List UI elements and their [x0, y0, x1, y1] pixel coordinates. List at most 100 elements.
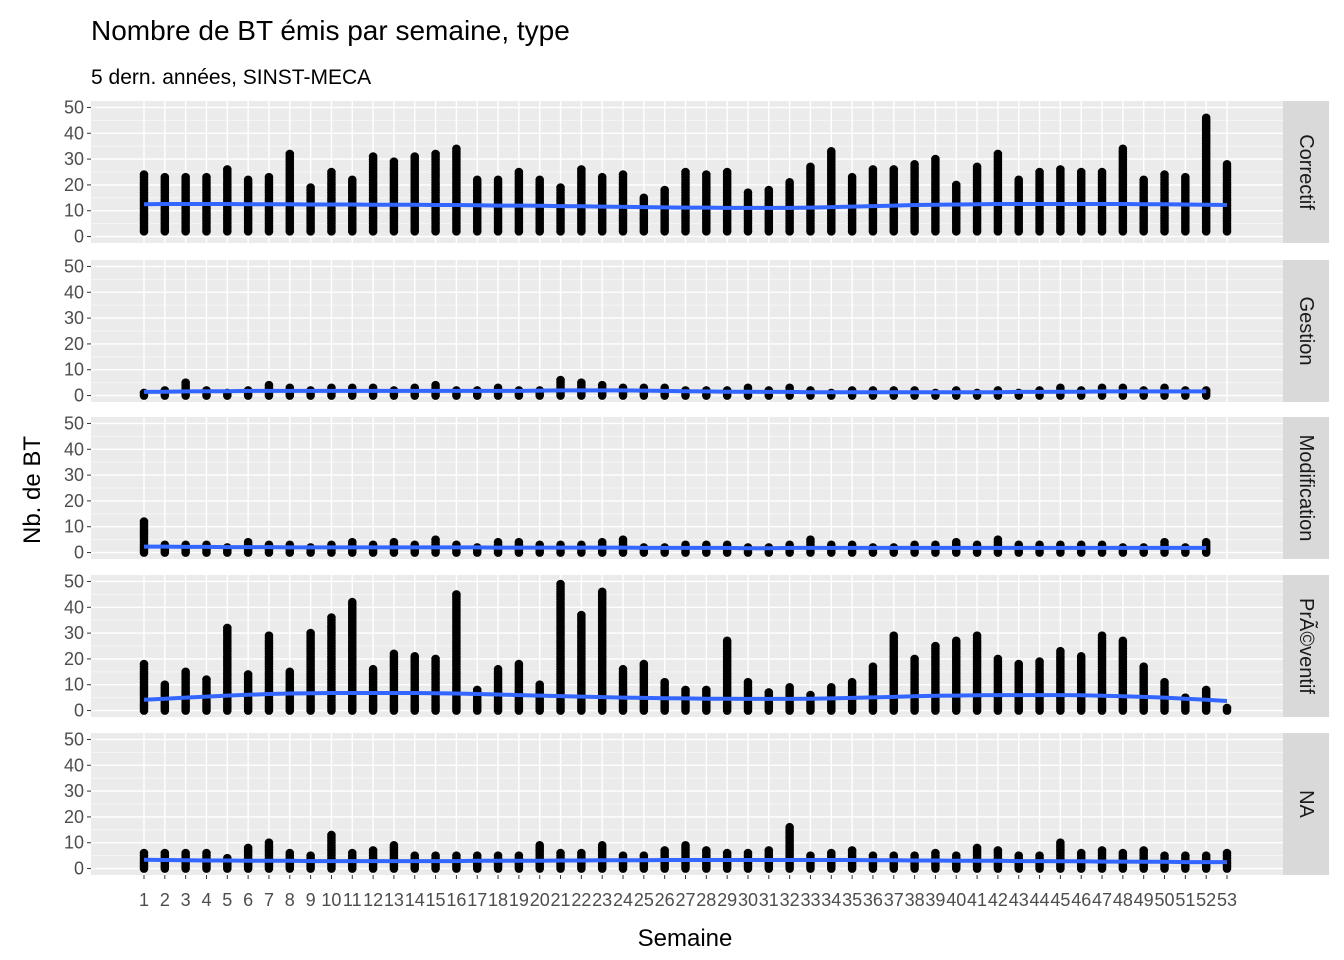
- y-tick-label: 20: [64, 491, 84, 511]
- y-tick-label: 30: [64, 623, 84, 643]
- data-point: [951, 636, 961, 646]
- data-point: [681, 841, 690, 850]
- x-tick-label: 5: [222, 890, 232, 910]
- x-tick-label: 8: [285, 890, 295, 910]
- data-point: [160, 680, 170, 690]
- data-point: [1201, 537, 1211, 547]
- y-tick-label: 30: [64, 465, 84, 485]
- data-point: [347, 848, 357, 858]
- x-tick-label: 28: [696, 890, 716, 910]
- data-point: [1014, 175, 1024, 185]
- data-point: [1181, 172, 1190, 182]
- data-point: [264, 631, 274, 640]
- x-tick-label: 40: [946, 890, 966, 910]
- facet-panels: 0 10 20 30 40 50 Correctif 0 10 20 30 40 50 Gestion 0 1…: [64, 97, 1329, 879]
- data-point: [556, 183, 565, 192]
- x-tick-label: 16: [446, 890, 466, 910]
- data-point: [431, 851, 440, 860]
- x-axis-title: Semaine: [638, 925, 733, 952]
- x-tick-label: 29: [717, 890, 737, 910]
- data-point: [702, 685, 711, 695]
- data-point: [764, 846, 774, 855]
- data-point: [951, 537, 961, 547]
- data-point: [618, 664, 628, 674]
- data-point: [243, 670, 253, 679]
- data-point: [472, 851, 482, 860]
- data-point: [597, 587, 607, 597]
- y-tick-label: 10: [64, 675, 84, 695]
- data-point: [202, 848, 211, 858]
- data-point: [681, 167, 690, 177]
- x-tick-label: 51: [1175, 890, 1195, 910]
- x-axis: 1 2 3 4 5 6 7 8 9 10 11 12 13 14 15 16 17 18 19 20 21 22 23 24 2…: [139, 875, 1237, 910]
- facet-panel: 0 10 20 30 40 50 Modification: [64, 413, 1329, 563]
- data-point: [1097, 167, 1107, 177]
- x-tick-label: 13: [384, 890, 404, 910]
- x-tick-label: 44: [1030, 890, 1050, 910]
- facet-label: PrÃ©ventif: [1295, 598, 1319, 694]
- x-tick-label: 7: [264, 890, 274, 910]
- facet-strip: [1283, 260, 1329, 402]
- data-point: [368, 152, 378, 161]
- data-point: [556, 579, 565, 589]
- data-point: [1097, 631, 1107, 640]
- data-point: [577, 848, 586, 858]
- data-point: [577, 165, 586, 174]
- data-point: [347, 597, 357, 607]
- data-point: [1201, 685, 1211, 695]
- y-tick-label: 40: [64, 597, 84, 617]
- data-point: [785, 178, 794, 187]
- data-point: [1160, 677, 1169, 687]
- data-point: [1222, 159, 1232, 169]
- data-point: [493, 537, 503, 547]
- facet-label: Modification: [1295, 435, 1317, 542]
- smooth-line: [143, 388, 1207, 395]
- data-point: [1035, 851, 1044, 860]
- data-point: [1201, 851, 1211, 860]
- data-point: [785, 683, 794, 692]
- data-point: [514, 659, 524, 669]
- data-point: [431, 380, 440, 390]
- data-point: [597, 380, 607, 390]
- data-point: [1222, 703, 1232, 713]
- data-point: [493, 851, 503, 860]
- x-tick-label: 35: [842, 890, 862, 910]
- smooth-line: [143, 691, 1228, 703]
- data-point: [764, 688, 774, 697]
- y-tick-label: 30: [64, 781, 84, 801]
- x-tick-label: 27: [675, 890, 695, 910]
- data-point: [847, 846, 857, 855]
- data-point: [826, 848, 836, 858]
- data-point: [1181, 851, 1190, 860]
- y-tick-label: 20: [64, 334, 84, 354]
- y-tick-label: 50: [64, 413, 84, 433]
- y-tick-label: 40: [64, 439, 84, 459]
- data-point: [806, 162, 815, 172]
- data-point: [993, 149, 1003, 159]
- x-tick-label: 15: [426, 890, 446, 910]
- data-point: [931, 641, 940, 651]
- x-tick-label: 37: [884, 890, 904, 910]
- data-point: [493, 175, 503, 185]
- x-tick-label: 47: [1092, 890, 1112, 910]
- data-point: [847, 172, 857, 182]
- smooth-line: [143, 857, 1227, 865]
- data-point: [1118, 848, 1128, 858]
- data-point: [327, 830, 336, 840]
- x-tick-label: 23: [592, 890, 612, 910]
- data-point: [993, 654, 1003, 664]
- data-point: [535, 175, 545, 185]
- y-tick-label: 20: [64, 175, 84, 195]
- data-point: [472, 175, 482, 185]
- data-point: [1014, 851, 1024, 860]
- data-point: [139, 659, 149, 669]
- y-tick-label: 40: [64, 123, 84, 143]
- data-point: [181, 172, 190, 182]
- data-point: [889, 165, 899, 174]
- data-point: [139, 170, 149, 179]
- data-point: [1139, 846, 1148, 855]
- data-point: [889, 851, 899, 860]
- x-tick-label: 50: [1155, 890, 1175, 910]
- data-point: [1118, 636, 1128, 646]
